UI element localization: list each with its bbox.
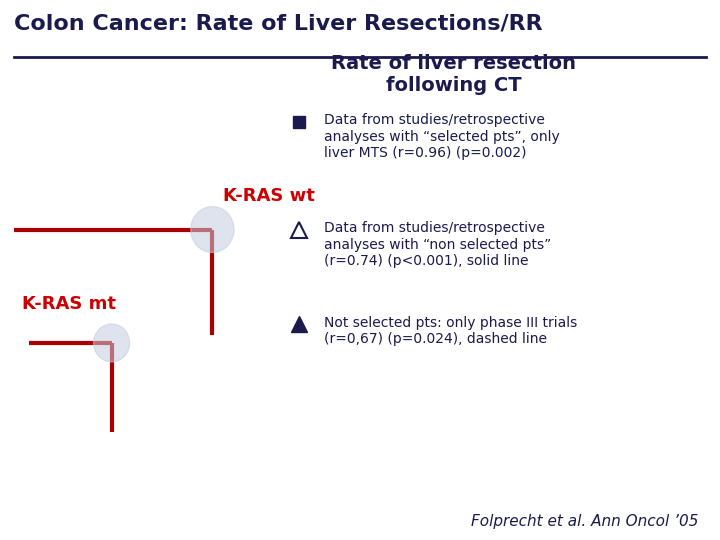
Ellipse shape (94, 324, 130, 362)
Ellipse shape (191, 206, 234, 252)
Text: Data from studies/retrospective
analyses with “non selected pts”
(r=0.74) (p<0.0: Data from studies/retrospective analyses… (324, 221, 552, 268)
Text: Colon Cancer: Rate of Liver Resections/RR: Colon Cancer: Rate of Liver Resections/R… (14, 14, 543, 33)
Text: Not selected pts: only phase III trials
(r=0,67) (p=0.024), dashed line: Not selected pts: only phase III trials … (324, 316, 577, 346)
Text: Data from studies/retrospective
analyses with “selected pts”, only
liver MTS (r=: Data from studies/retrospective analyses… (324, 113, 559, 160)
Text: Rate of liver resection
following CT: Rate of liver resection following CT (331, 54, 576, 95)
Text: K-RAS mt: K-RAS mt (22, 295, 116, 313)
Text: K-RAS wt: K-RAS wt (223, 187, 315, 205)
Text: Folprecht et al. Ann Oncol ’05: Folprecht et al. Ann Oncol ’05 (471, 514, 698, 529)
